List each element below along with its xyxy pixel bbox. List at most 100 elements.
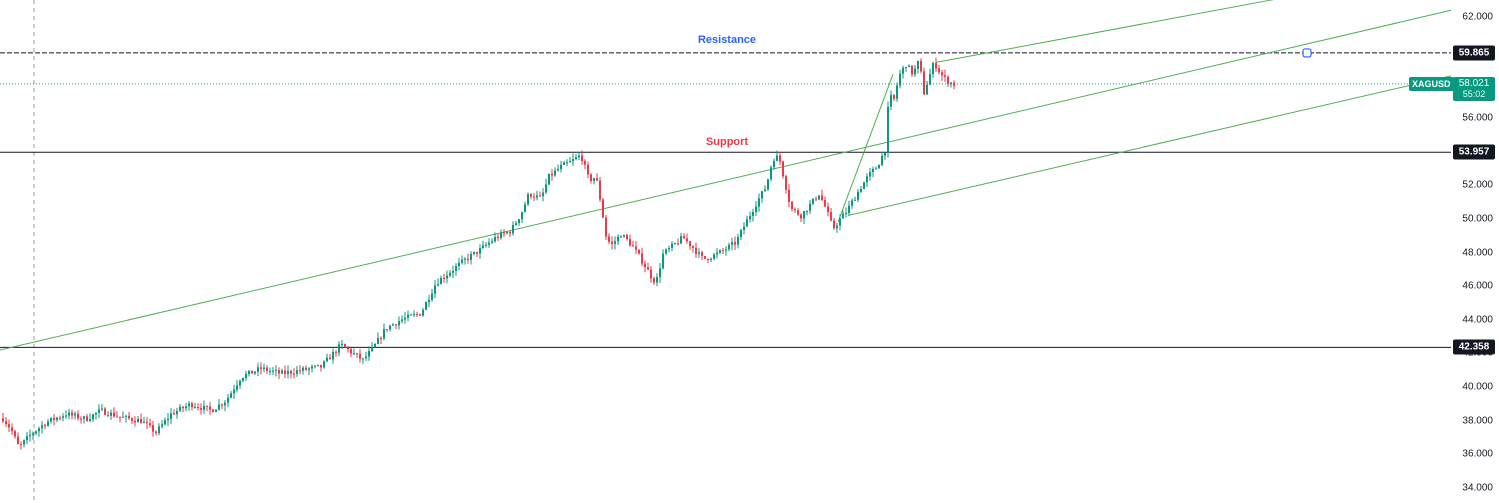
candle-body <box>920 60 922 72</box>
candle-body <box>47 421 49 426</box>
candle-body <box>524 204 526 213</box>
candle-body <box>851 200 853 206</box>
candle-body <box>152 425 154 432</box>
candle-body <box>290 371 292 374</box>
candle-body <box>575 157 577 160</box>
candle-body <box>122 416 124 418</box>
candle-body <box>284 370 286 374</box>
y-tick-label: 50.000 <box>1462 213 1493 225</box>
candle-body <box>632 245 634 247</box>
candle-body <box>107 414 109 416</box>
candle-body <box>557 169 559 171</box>
candle-body <box>653 278 655 283</box>
channel-lower-trendline <box>847 75 1452 216</box>
candle-body <box>704 256 706 259</box>
candle-body <box>644 263 646 268</box>
candle-body <box>587 164 589 175</box>
candle-body <box>176 410 178 415</box>
candle-body <box>101 408 103 410</box>
candle-body <box>389 325 391 330</box>
candle-body <box>899 73 901 86</box>
candle-body <box>407 314 409 318</box>
candle-body <box>509 232 511 234</box>
candle-body <box>872 168 874 172</box>
candle-body <box>344 344 346 348</box>
candle-body <box>809 203 811 211</box>
candle-body <box>716 252 718 255</box>
candle-body <box>821 195 823 201</box>
candle-body <box>74 413 76 416</box>
candle-body <box>50 417 52 422</box>
candle-body <box>68 412 70 416</box>
candle-body <box>842 213 844 219</box>
candle-body <box>71 412 73 416</box>
candle-body <box>461 259 463 263</box>
price-scale[interactable]: 34.00036.00038.00040.00042.00044.00046.0… <box>1451 0 1499 503</box>
candle-body <box>488 242 490 245</box>
candle-body <box>287 371 289 374</box>
candle-body <box>350 349 352 354</box>
candle-body <box>380 337 382 339</box>
candle-body <box>113 412 115 417</box>
candle-body <box>854 199 856 201</box>
candle-body <box>947 76 949 85</box>
candle-body <box>902 67 904 74</box>
candle-body <box>848 205 850 214</box>
candle-body <box>455 266 457 271</box>
candle-body <box>893 94 895 99</box>
candle-body <box>680 236 682 244</box>
candle-body <box>98 409 100 413</box>
candle-body <box>917 60 919 69</box>
candle-body <box>65 415 67 417</box>
candle-body <box>494 236 496 242</box>
candle-body <box>623 235 625 237</box>
candle-body <box>596 178 598 181</box>
candle-body <box>512 225 514 234</box>
candle-body <box>533 196 535 198</box>
candle-body <box>662 253 664 269</box>
candle-body <box>941 72 943 76</box>
candle-body <box>689 241 691 247</box>
candle-body <box>458 262 460 267</box>
candle-body <box>281 370 283 374</box>
candle-body <box>77 413 79 419</box>
candle-body <box>695 247 697 254</box>
candle-body <box>416 314 418 316</box>
candle-body <box>830 212 832 221</box>
candle-body <box>479 247 481 254</box>
candle-body <box>725 249 727 251</box>
candle-body <box>86 416 88 421</box>
candle-body <box>359 353 361 359</box>
candle-body <box>875 168 877 170</box>
candle-body <box>59 417 61 419</box>
candle-body <box>467 258 469 260</box>
candle-body <box>20 444 22 446</box>
candle-body <box>764 189 766 192</box>
candle-body <box>254 371 256 374</box>
candle-body <box>953 82 955 86</box>
candle-body <box>167 418 169 421</box>
candle-body <box>812 198 814 204</box>
y-tick-label: 56.000 <box>1462 112 1493 124</box>
candle-body <box>53 417 55 420</box>
candle-body <box>341 344 343 346</box>
candle-body <box>2 418 4 422</box>
candle-body <box>218 404 220 410</box>
candle-body <box>131 418 133 421</box>
candle-body <box>434 285 436 294</box>
candle-body <box>404 317 406 320</box>
candle-body <box>602 199 604 218</box>
candle-body <box>743 226 745 230</box>
candle-body <box>572 159 574 162</box>
candle-body <box>686 238 688 242</box>
last-price-value: 58.021 <box>1458 77 1490 89</box>
candle-body <box>887 106 889 153</box>
candle-body <box>710 258 712 260</box>
candle-body <box>584 160 586 165</box>
y-tick-label: 34.000 <box>1462 482 1493 494</box>
candle-body <box>500 232 502 238</box>
candle-body <box>803 211 805 219</box>
candle-body <box>449 272 451 276</box>
